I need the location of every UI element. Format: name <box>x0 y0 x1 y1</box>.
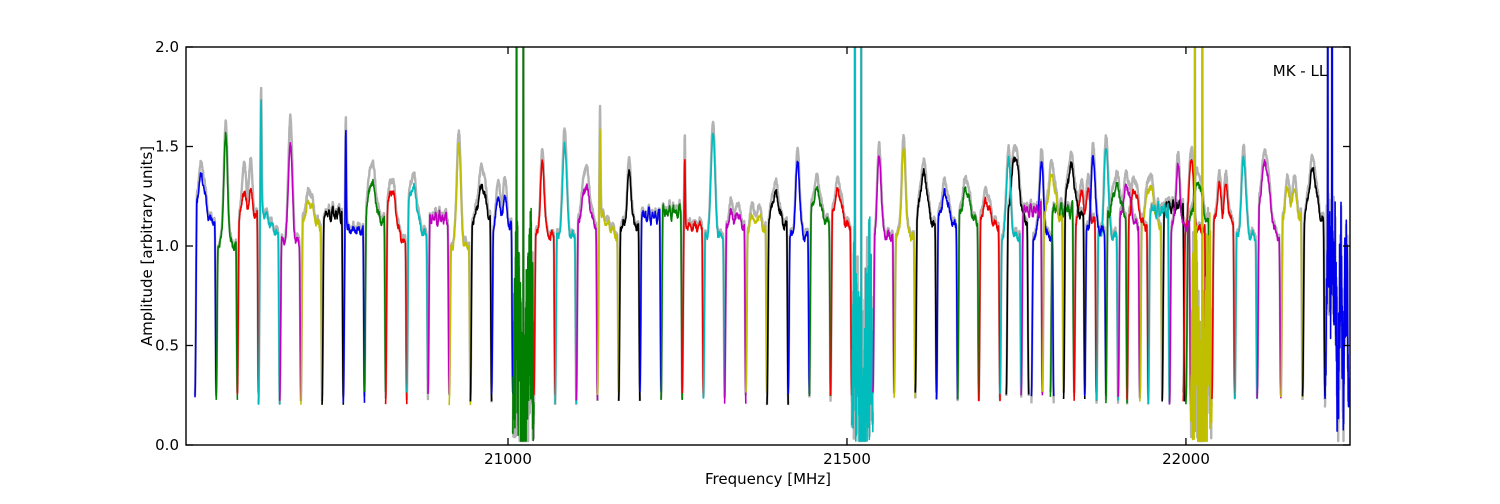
subband-trace-r <box>681 159 705 394</box>
subband-trace-y <box>1189 47 1213 442</box>
y-tick-label: 1.0 <box>155 237 179 255</box>
y-tick-label: 2.0 <box>155 38 179 56</box>
subband-trace-c <box>702 132 726 399</box>
subband-trace-m <box>1020 200 1044 396</box>
subband-trace-y <box>300 199 323 405</box>
subband-trace-c <box>257 99 281 405</box>
y-tick-label: 0.5 <box>155 337 179 355</box>
subband-trace-r <box>1126 188 1150 400</box>
subband-trace-y <box>1041 173 1065 392</box>
subband-trace-r <box>829 187 853 396</box>
subband-trace-r <box>236 187 260 395</box>
y-tick-label: 1.5 <box>155 138 179 156</box>
subband-trace-k <box>1301 167 1326 397</box>
y-tick-label: 0.0 <box>155 436 179 454</box>
subband-trace-k <box>321 205 345 405</box>
subband-trace-k <box>1062 161 1086 400</box>
subband-trace-k <box>617 169 641 401</box>
subband-trace-b <box>490 194 514 394</box>
subband-trace-c <box>406 182 429 393</box>
x-tick-label: 22000 <box>1162 450 1210 468</box>
subband-trace-r <box>1211 180 1236 400</box>
subband-trace-b <box>639 206 662 393</box>
y-axis-label: Amplitude [arbitrary units] <box>138 146 156 346</box>
subband-trace-c <box>554 141 578 404</box>
underlay-trace <box>808 172 832 398</box>
subband-trace-m <box>427 209 450 394</box>
subband-trace-g <box>363 178 387 392</box>
subband-trace-m <box>575 183 599 401</box>
subband-trace-r <box>978 196 1001 402</box>
subband-trace-m <box>278 142 302 401</box>
subband-trace-m <box>1256 159 1282 399</box>
subband-trace-k <box>469 183 493 402</box>
subband-trace-b <box>1030 161 1055 397</box>
subband-trace-b <box>935 188 959 400</box>
subband-trace-y <box>596 128 620 396</box>
subband-trace-g <box>808 185 832 397</box>
subband-trace-m <box>1168 162 1192 405</box>
subband-trace-m <box>1117 183 1141 397</box>
subband-trace-g <box>660 203 683 401</box>
subband-trace-k <box>914 168 938 393</box>
subband-trace-b <box>787 160 811 395</box>
axes <box>185 46 1351 446</box>
subband-trace-r <box>384 190 408 405</box>
subband-trace-k <box>766 189 789 405</box>
underlay-trace <box>405 171 430 401</box>
subband-trace-m <box>872 155 895 393</box>
x-tick-label: 21500 <box>823 450 871 468</box>
subband-trace-b <box>1324 47 1350 432</box>
subband-trace-g <box>1105 181 1128 404</box>
underlay-trace <box>363 159 387 395</box>
subband-trace-y <box>1280 185 1304 398</box>
subband-trace-y <box>448 142 472 406</box>
subband-trace-k <box>1005 156 1030 395</box>
subband-trace-y <box>893 147 917 398</box>
subband-trace-b <box>1084 154 1107 397</box>
subband-trace-b <box>194 172 217 398</box>
station-label: MK - LL <box>1273 62 1328 80</box>
subband-trace-g <box>215 131 239 400</box>
x-tick-label: 21000 <box>484 450 532 468</box>
subband-trace-c <box>1234 155 1258 400</box>
subband-trace-g <box>512 47 535 442</box>
subband-trace-g <box>1185 181 1212 405</box>
subband-trace-y <box>745 212 768 393</box>
underlay-trace <box>935 176 959 400</box>
subband-trace-b <box>342 129 366 403</box>
underlay-trace <box>1062 150 1086 393</box>
subband-trace-c <box>999 155 1022 394</box>
subband-trace-g <box>956 186 980 400</box>
subband-trace-g <box>1049 200 1075 397</box>
underlay-trace <box>575 163 599 402</box>
underlay-trace <box>787 146 811 394</box>
subband-trace-c <box>1147 200 1171 405</box>
underlay-trace <box>1184 166 1212 396</box>
subband-trace-m <box>723 208 747 404</box>
x-axis-label: Frequency [MHz] <box>705 470 831 488</box>
spectrum-series <box>193 47 1350 443</box>
subband-trace-c <box>850 47 874 442</box>
subband-trace-r <box>533 159 556 396</box>
